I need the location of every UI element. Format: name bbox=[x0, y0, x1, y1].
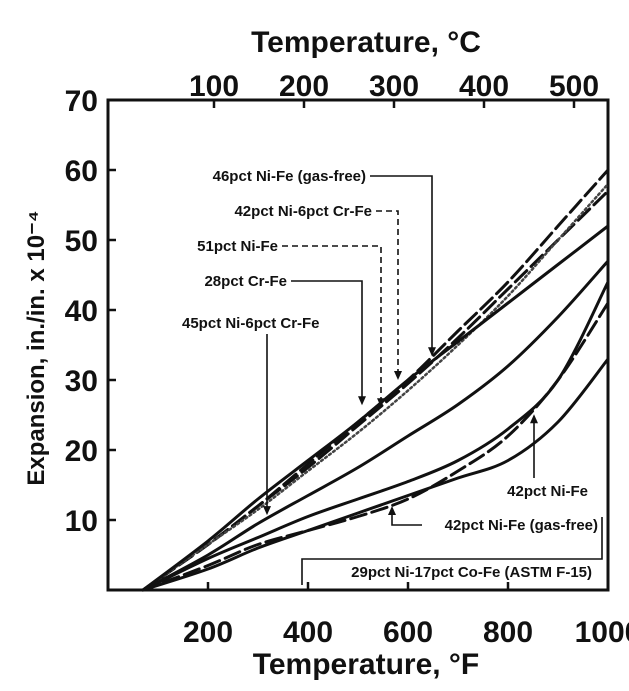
x2-tick-label: 200 bbox=[279, 70, 329, 103]
annotation-label-2: 42pct Ni-6pct Cr-Fe bbox=[234, 203, 372, 220]
annotation-leader bbox=[301, 517, 603, 585]
x-tick-label: 400 bbox=[283, 616, 333, 649]
arrow-head bbox=[263, 506, 271, 516]
x2-tick-label: 300 bbox=[369, 70, 419, 103]
y-axis-title: Expansion, in./in. x 10⁻⁴ bbox=[23, 210, 50, 485]
y-tick-label: 30 bbox=[65, 365, 98, 398]
series-line-7 bbox=[141, 301, 610, 592]
x2-axis-title: Temperature, °C bbox=[251, 26, 481, 59]
arrow-head bbox=[530, 414, 538, 424]
annotation-label-5: 45pct Ni-6pct Cr-Fe bbox=[182, 315, 320, 332]
annotation-label-7: 42pct Ni-Fe (gas-free) bbox=[445, 517, 598, 534]
arrow-head bbox=[388, 506, 396, 515]
x2-tick-label: 400 bbox=[459, 70, 509, 103]
annotation-label-3: 51pct Ni-Fe bbox=[197, 238, 278, 255]
annotation-label-8: 29pct Ni-17pct Co-Fe (ASTM F-15) bbox=[351, 564, 592, 581]
y-tick-label: 70 bbox=[65, 85, 98, 118]
y-tick-label: 50 bbox=[65, 225, 98, 258]
x2-tick-label: 100 bbox=[189, 70, 239, 103]
plot-frame bbox=[106, 98, 610, 592]
annotation-leader bbox=[282, 245, 382, 406]
x-tick-label: 1000 bbox=[575, 616, 629, 649]
annotation-label-1: 46pct Ni-Fe (gas-free) bbox=[213, 168, 366, 185]
x-tick-label: 200 bbox=[183, 616, 233, 649]
annotation-leader bbox=[370, 175, 433, 355]
x2-tick-label: 500 bbox=[549, 70, 599, 103]
ticks-layer: 200 400 600 800 1000 10 20 30 40 50 60 70 100 200 300 4… bbox=[65, 70, 629, 649]
x-tick-label: 800 bbox=[483, 616, 533, 649]
annotation-label-4: 28pct Cr-Fe bbox=[204, 273, 287, 290]
annotation-leader bbox=[376, 210, 399, 378]
arrow-head bbox=[394, 371, 402, 380]
x-tick-label: 600 bbox=[383, 616, 433, 649]
series-line-5 bbox=[141, 259, 610, 592]
arrow-head bbox=[377, 398, 385, 408]
y-tick-label: 20 bbox=[65, 435, 98, 468]
series-line-3 bbox=[141, 182, 610, 592]
annotation-label-6: 42pct Ni-Fe bbox=[507, 483, 588, 500]
y-tick-label: 40 bbox=[65, 295, 98, 328]
x-axis-title: Temperature, °F bbox=[253, 648, 480, 681]
y-tick-label: 10 bbox=[65, 505, 98, 538]
annotations-layer: 46pct Ni-Fe (gas-free) 42pct Ni-6pct Cr-F… bbox=[182, 168, 603, 585]
curves-layer bbox=[141, 168, 610, 592]
y-tick-label: 60 bbox=[65, 155, 98, 188]
series-line-8 bbox=[141, 357, 610, 592]
annotation-leader bbox=[291, 280, 363, 404]
series-line-4 bbox=[141, 224, 610, 592]
arrow-head bbox=[358, 396, 366, 406]
arrow-head bbox=[428, 347, 436, 357]
